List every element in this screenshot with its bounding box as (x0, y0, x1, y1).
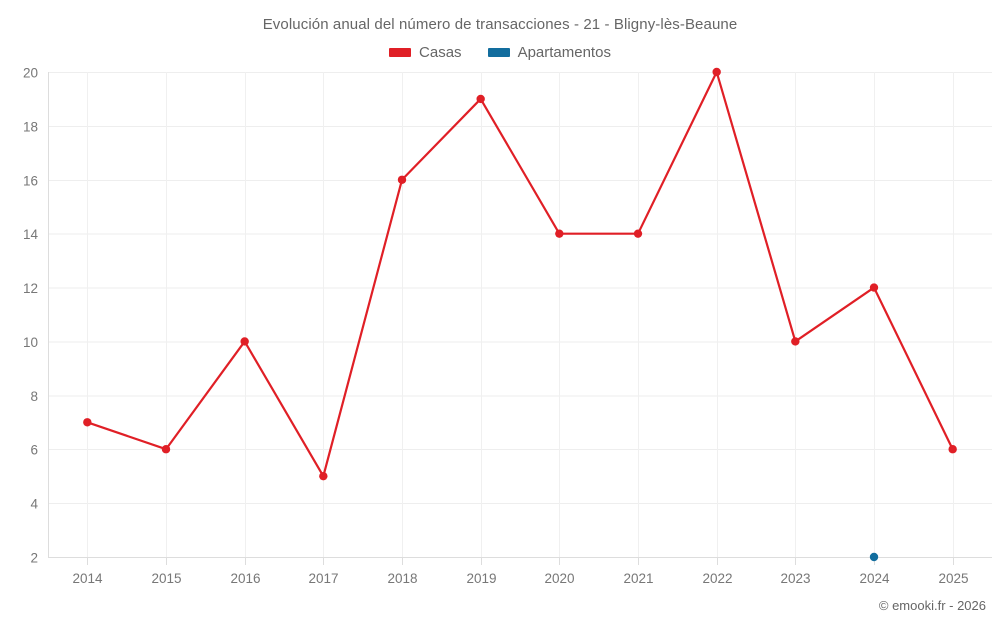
y-axis-tick-label: 14 (23, 227, 39, 242)
data-point-casas-2024[interactable] (869, 283, 879, 292)
data-point-casas-2022[interactable] (712, 67, 721, 77)
chart-legend: Casas Apartamentos (0, 44, 1000, 61)
credit-text: © emooki.fr - 2026 (878, 598, 986, 613)
x-axis-tick-label: 2024 (859, 571, 890, 586)
legend-label-apartamentos: Apartamentos (517, 44, 611, 61)
data-point-casas-2014[interactable] (83, 418, 92, 427)
x-axis-tick-label: 2014 (72, 571, 103, 586)
data-point-casas-2025[interactable] (948, 445, 957, 454)
x-axis-tick-label: 2025 (938, 571, 968, 586)
series-line-casas (86, 70, 954, 478)
data-point-casas-2015[interactable] (161, 445, 171, 454)
y-axis-tick-label: 6 (30, 443, 38, 458)
legend-swatch-apartamentos (487, 48, 510, 57)
x-axis-tick-label: 2022 (702, 571, 732, 586)
x-axis-tick-label: 2019 (466, 571, 496, 586)
data-point-casas-2016[interactable] (240, 337, 249, 346)
legend-label-casas: Casas (419, 44, 462, 61)
x-axis-tick-label: 2016 (230, 571, 260, 586)
y-axis-tick-label: 4 (30, 497, 38, 512)
x-axis-tick-label: 2023 (780, 571, 810, 586)
x-axis-tick-label: 2017 (308, 571, 338, 586)
x-axis-tick-label: 2015 (151, 571, 181, 586)
x-axis-tick-label: 2020 (544, 571, 574, 586)
data-point-casas-2021[interactable] (633, 229, 643, 238)
y-axis-tick-label: 18 (23, 119, 38, 134)
y-axis-tick-label: 2 (30, 551, 38, 566)
legend-item-casas[interactable]: Casas (389, 44, 462, 61)
x-axis-tick-label: 2018 (387, 571, 417, 586)
data-point-casas-2020[interactable] (555, 229, 564, 238)
x-axis-tick-label: 2021 (623, 571, 653, 586)
y-axis-tick-label: 8 (30, 389, 38, 404)
chart-title: Evolución anual del número de transaccio… (262, 16, 738, 33)
y-axis-tick-label: 12 (23, 281, 38, 296)
y-axis-tick-label: 16 (23, 173, 38, 188)
data-point-casas-2023[interactable] (791, 337, 800, 346)
legend-swatch-casas (389, 48, 412, 57)
data-point-casas-2017[interactable] (319, 471, 328, 481)
data-point-apartamentos-2024[interactable] (869, 552, 879, 562)
legend-item-apartamentos[interactable]: Apartamentos (487, 44, 611, 61)
data-point-casas-2018[interactable] (397, 175, 407, 184)
data-point-casas-2019[interactable] (476, 94, 485, 104)
y-axis-tick-label: 20 (23, 66, 38, 81)
y-axis-tick-label: 10 (23, 335, 38, 350)
